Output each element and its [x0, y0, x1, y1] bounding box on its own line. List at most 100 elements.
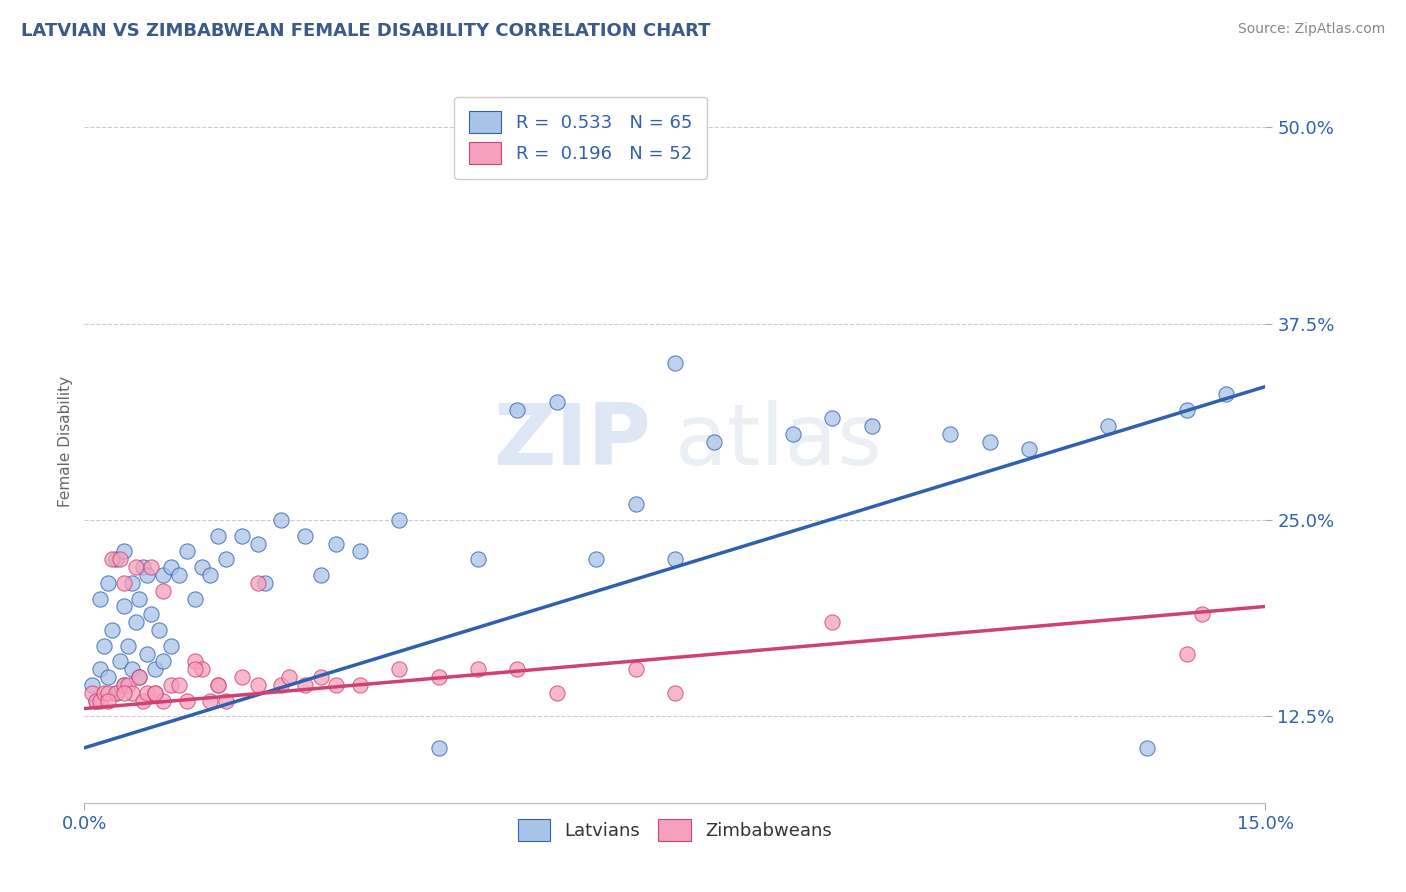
Point [427, 740, 450, 755]
Point [104, 686, 127, 700]
Point [97, 670, 120, 684]
Point [97, 575, 120, 590]
Point [128, 670, 150, 684]
Point [121, 686, 143, 700]
Point [1175, 403, 1198, 417]
Point [141, 560, 163, 574]
Point [1175, 647, 1198, 661]
Point [136, 647, 159, 661]
Point [183, 662, 205, 676]
Point [624, 662, 647, 676]
Point [160, 678, 183, 692]
Point [89, 694, 111, 708]
Point [128, 591, 150, 606]
Point [1018, 442, 1040, 457]
Point [278, 670, 301, 684]
Point [231, 670, 253, 684]
Point [160, 560, 183, 574]
Point [467, 662, 489, 676]
Point [152, 568, 174, 582]
Point [664, 552, 686, 566]
Text: atlas: atlas [675, 400, 883, 483]
Point [112, 544, 135, 558]
Point [132, 560, 155, 574]
Point [124, 615, 146, 630]
Point [782, 426, 804, 441]
Point [121, 575, 143, 590]
Point [270, 513, 292, 527]
Point [664, 356, 686, 370]
Point [112, 575, 135, 590]
Point [132, 694, 155, 708]
Point [108, 552, 131, 566]
Point [108, 655, 131, 669]
Point [93, 639, 115, 653]
Point [349, 678, 371, 692]
Point [207, 678, 229, 692]
Point [176, 544, 198, 558]
Point [506, 403, 529, 417]
Text: ZIP: ZIP [494, 400, 651, 483]
Point [207, 678, 229, 692]
Point [117, 678, 139, 692]
Point [117, 639, 139, 653]
Point [124, 560, 146, 574]
Point [152, 655, 174, 669]
Point [136, 686, 159, 700]
Point [200, 568, 222, 582]
Point [821, 411, 844, 425]
Point [167, 678, 190, 692]
Point [191, 560, 214, 574]
Point [246, 536, 269, 550]
Point [388, 513, 411, 527]
Point [143, 662, 166, 676]
Point [821, 615, 844, 630]
Point [546, 686, 568, 700]
Point [309, 568, 332, 582]
Point [254, 575, 277, 590]
Point [84, 694, 107, 708]
Point [101, 623, 124, 637]
Point [84, 694, 107, 708]
Point [112, 599, 135, 614]
Point [176, 694, 198, 708]
Point [325, 678, 347, 692]
Point [427, 670, 450, 684]
Point [112, 678, 135, 692]
Text: Source: ZipAtlas.com: Source: ZipAtlas.com [1237, 22, 1385, 37]
Point [82, 678, 104, 692]
Point [93, 686, 115, 700]
Point [143, 686, 166, 700]
Point [136, 568, 159, 582]
Point [246, 575, 269, 590]
Point [979, 434, 1001, 449]
Point [664, 686, 686, 700]
Point [231, 529, 253, 543]
Point [1136, 740, 1159, 755]
Point [215, 694, 238, 708]
Point [112, 686, 135, 700]
Point [309, 670, 332, 684]
Point [1191, 607, 1213, 622]
Point [167, 568, 190, 582]
Point [112, 678, 135, 692]
Point [325, 536, 347, 550]
Point [104, 552, 127, 566]
Point [246, 678, 269, 692]
Point [860, 418, 883, 433]
Point [506, 662, 529, 676]
Point [703, 434, 725, 449]
Point [143, 686, 166, 700]
Point [160, 639, 183, 653]
Point [467, 552, 489, 566]
Y-axis label: Female Disability: Female Disability [58, 376, 73, 508]
Point [101, 552, 124, 566]
Point [183, 655, 205, 669]
Point [121, 662, 143, 676]
Point [294, 678, 316, 692]
Point [388, 662, 411, 676]
Point [141, 607, 163, 622]
Point [1097, 418, 1119, 433]
Point [191, 662, 214, 676]
Point [349, 544, 371, 558]
